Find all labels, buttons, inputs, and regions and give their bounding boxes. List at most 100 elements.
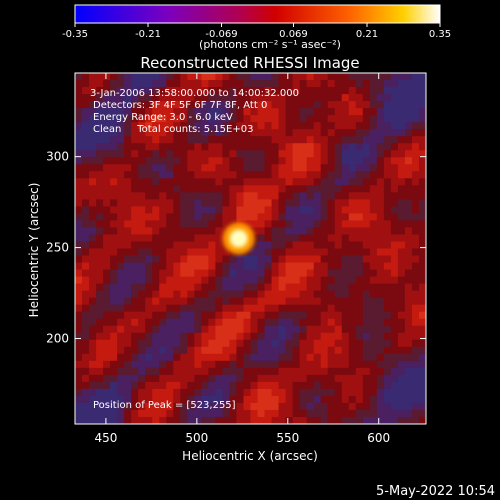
heatmap-cell xyxy=(355,115,364,123)
heatmap-cell xyxy=(348,248,357,257)
heatmap-cell xyxy=(208,276,216,285)
heatmap-cell xyxy=(201,199,209,207)
heatmap-cell xyxy=(131,402,139,411)
heatmap-cell xyxy=(89,73,97,81)
heatmap-cell xyxy=(278,192,287,200)
heatmap-cell xyxy=(278,381,287,390)
heatmap-cell xyxy=(145,122,153,130)
heatmap-cell xyxy=(124,269,132,278)
heatmap-cell xyxy=(306,339,315,348)
heatmap-cell xyxy=(383,178,392,186)
heatmap-cell xyxy=(306,192,315,200)
heatmap-cell xyxy=(362,311,371,320)
heatmap-cell xyxy=(292,101,301,109)
heatmap-cell xyxy=(229,374,237,383)
heatmap-cell xyxy=(271,178,280,186)
heatmap-cell xyxy=(138,346,146,355)
heatmap-cell xyxy=(418,276,426,285)
heatmap-cell xyxy=(96,388,104,397)
heatmap-cell xyxy=(159,409,167,418)
heatmap-cell xyxy=(124,192,132,200)
heatmap-cell xyxy=(397,255,406,264)
heatmap-cell xyxy=(278,129,287,137)
heatmap-cell xyxy=(306,157,315,165)
heatmap-cell xyxy=(257,311,266,320)
heatmap-cell xyxy=(383,269,392,278)
heatmap-cell xyxy=(264,136,273,144)
heatmap-cell xyxy=(341,227,350,235)
heatmap-cell xyxy=(131,227,139,235)
heatmap-cell xyxy=(159,325,167,334)
heatmap-cell xyxy=(96,276,104,285)
heatmap-cell xyxy=(103,325,111,334)
heatmap-cell xyxy=(397,87,406,95)
heatmap-cell xyxy=(82,143,90,151)
heatmap-cell xyxy=(103,262,111,271)
heatmap-cell xyxy=(320,206,329,214)
heatmap-cell xyxy=(96,290,104,299)
heatmap-cell xyxy=(138,388,146,397)
heatmap-cell xyxy=(82,122,90,130)
heatmap-cell xyxy=(327,311,336,320)
heatmap-cell xyxy=(96,248,104,257)
heatmap-cell xyxy=(166,150,174,158)
heatmap-cell xyxy=(75,304,83,313)
heatmap-cell xyxy=(131,346,139,355)
heatmap-cell xyxy=(404,332,413,341)
heatmap-cell xyxy=(187,115,195,123)
heatmap-cell xyxy=(89,283,97,292)
heatmap-cell xyxy=(411,388,420,397)
heatmap-cell xyxy=(180,346,188,355)
heatmap-cell xyxy=(194,115,202,123)
heatmap-cell xyxy=(257,269,266,278)
heatmap-cell xyxy=(390,381,399,390)
heatmap-cell xyxy=(285,108,294,116)
heatmap-cell xyxy=(75,360,83,369)
heatmap-cell xyxy=(229,381,237,390)
heatmap-cell xyxy=(292,94,301,102)
heatmap-cell xyxy=(194,199,202,207)
heatmap-cell xyxy=(159,367,167,376)
heatmap-cell xyxy=(159,248,167,257)
heatmap-cell xyxy=(243,87,251,95)
heatmap-cell xyxy=(138,178,146,186)
heatmap-cell xyxy=(215,185,223,193)
heatmap-cell xyxy=(222,262,230,271)
heatmap-cell xyxy=(390,80,399,88)
heatmap-cell xyxy=(152,367,160,376)
heatmap-cell xyxy=(187,283,195,292)
heatmap-cell xyxy=(236,262,244,271)
heatmap-cell xyxy=(306,101,315,109)
heatmap-cell xyxy=(411,332,420,341)
heatmap-cell xyxy=(89,101,97,109)
heatmap-cell xyxy=(236,290,244,299)
heatmap-cell xyxy=(271,311,280,320)
heatmap-cell xyxy=(124,248,132,257)
heatmap-cell xyxy=(383,297,392,306)
heatmap-cell xyxy=(306,143,315,151)
heatmap-cell xyxy=(180,143,188,151)
heatmap-cell xyxy=(313,325,322,334)
heatmap-cell xyxy=(369,199,378,207)
heatmap-cell xyxy=(194,374,202,383)
heatmap-cell xyxy=(243,255,251,264)
heatmap-cell xyxy=(327,199,336,207)
heatmap-cell xyxy=(208,353,216,362)
heatmap-cell xyxy=(159,136,167,144)
heatmap-cell xyxy=(313,129,322,137)
heatmap-cell xyxy=(110,220,118,228)
heatmap-cell xyxy=(201,129,209,137)
heatmap-cell xyxy=(208,416,216,424)
heatmap-cell xyxy=(285,276,294,285)
heatmap-cell xyxy=(292,255,301,264)
heatmap-cell xyxy=(362,409,371,418)
heatmap-cell xyxy=(145,94,153,102)
heatmap-cell xyxy=(334,80,343,88)
heatmap-cell xyxy=(194,290,202,299)
heatmap-cell xyxy=(117,234,125,242)
heatmap-cell xyxy=(173,388,181,397)
heatmap-cell xyxy=(292,409,301,418)
heatmap-cell xyxy=(264,283,273,292)
heatmap-cell xyxy=(404,283,413,292)
heatmap-cell xyxy=(131,325,139,334)
